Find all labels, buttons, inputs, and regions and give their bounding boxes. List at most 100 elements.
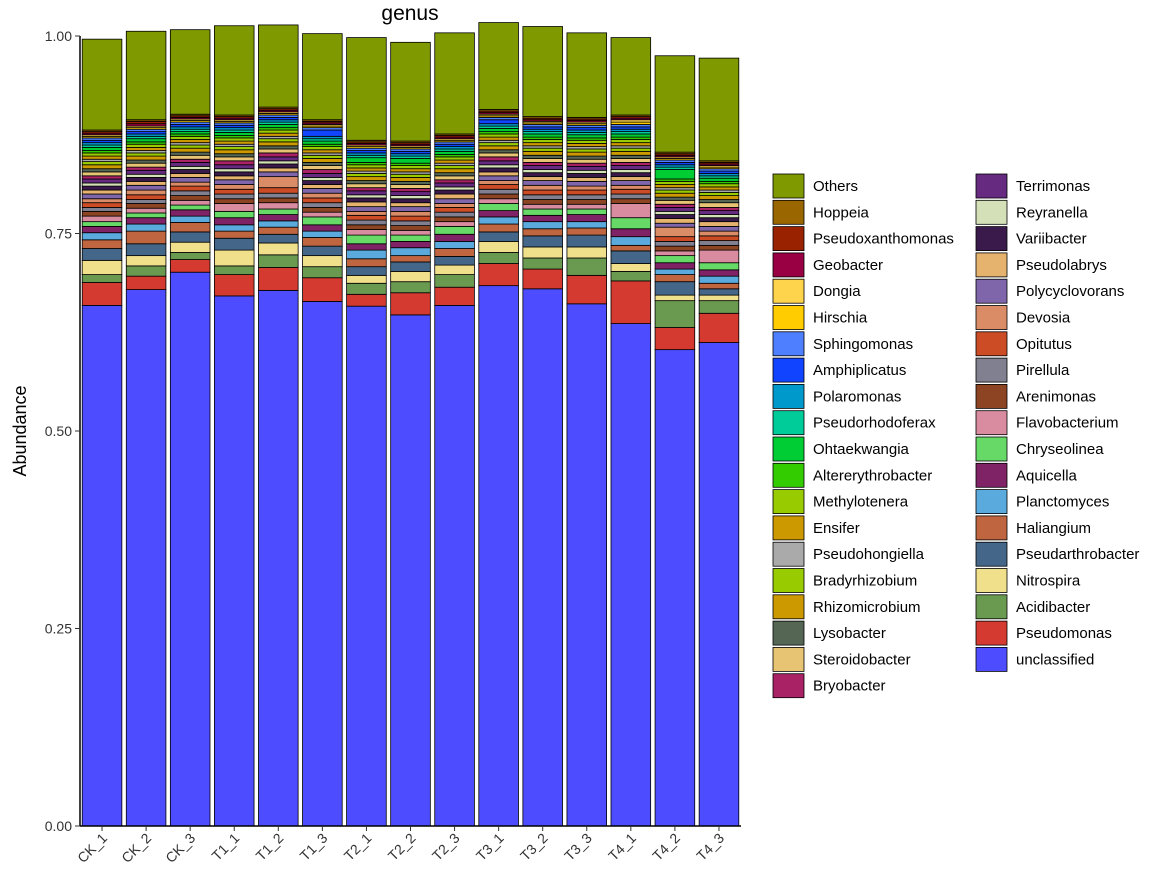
bar-segment-t3-1-aquicella (478, 210, 519, 218)
bar-segment-t4-1-terrimonas (610, 165, 652, 170)
bar-segment-t2-2-acidibacter (390, 281, 431, 294)
legend-swatch-aquicella (975, 462, 1008, 488)
bar-segment-t3-2-planctomyces (522, 221, 563, 230)
bar-segment-t3-1-nitrospira (478, 240, 519, 253)
legend-swatch-polaromonas (772, 383, 805, 409)
bar-segment-ck-2-bryobacter (125, 166, 167, 171)
bar-segment-t4-3-haliangium (698, 282, 740, 290)
bar-segment-t1-2-devosia (258, 176, 299, 189)
bar-segment-ck-2-devosia (125, 189, 167, 196)
bar-segment-t3-3-unclassified (566, 303, 608, 827)
bar-segment-t3-1-opitutus (478, 184, 519, 190)
bar-segment-t1-1-devosia (213, 184, 255, 190)
bar-segment-t1-2-nitrospira (258, 242, 299, 256)
bar-segment-t3-1-others (478, 22, 519, 110)
bar-segment-t4-2-lysobacter (654, 196, 696, 201)
legend-item-polycyclovorans: Polycyclovorans (975, 278, 1124, 304)
bar-segment-t3-2-lysobacter (522, 154, 563, 159)
bar-segment-t2-1-acidibacter (346, 282, 387, 295)
bar-segment-t2-2-haliangium (390, 255, 431, 263)
bar-segment-t4-2-pseudolabrys (654, 218, 696, 224)
bar-segment-t3-2-aquicella (522, 214, 563, 223)
bar-segment-t3-1-terrimonas (478, 160, 519, 166)
bar-segment-ck-2-steroidobacter (125, 162, 167, 168)
legend-label-pseudohongiella: Pseudohongiella (813, 546, 925, 563)
legend: Others Hoppeia Pseudoxanthomonas Geobacter D… (772, 173, 1139, 699)
bar-segment-t1-2-variibacter (258, 163, 299, 169)
bar-segment-ck-2-ohtaekwangia (125, 138, 167, 143)
legend-item-reyranella: Reyranella (975, 199, 1088, 225)
legend-label-pseudomonas: Pseudomonas (1016, 625, 1112, 642)
legend-swatch-terrimonas (975, 173, 1008, 199)
bar-segment-t4-1-ohtaekwangia (610, 133, 652, 138)
bar-segment-t1-1-steroidobacter (213, 156, 255, 162)
bar-segment-ck-1-methylotenera (81, 152, 123, 157)
bar-segment-t4-2-steroidobacter (654, 199, 696, 205)
bar-segment-t3-1-methylotenera (478, 133, 519, 138)
bar-segment-t4-3-variibacter (698, 217, 740, 223)
bar-segment-t3-3-rhizomicrobium (566, 151, 608, 157)
legend-label-steroidobacter: Steroidobacter (813, 651, 911, 668)
bar-segment-t1-3-pirellula (302, 202, 343, 208)
legend-swatch-opitutus (975, 331, 1008, 357)
bar-segment-t1-3-unclassified (302, 301, 343, 827)
bar-stack-t2-3 (434, 32, 475, 827)
bar-segment-t4-3-others (698, 57, 740, 162)
bar-segment-t4-1-nitrospira (610, 263, 652, 272)
bar-segment-t1-1-nitrospira (213, 249, 255, 267)
legend-item-bradyrhizobium: Bradyrhizobium (772, 568, 917, 593)
bar-segment-t4-3-chryseolinea (698, 262, 740, 271)
legend-item-pseudarthrobacter: Pseudarthrobacter (975, 541, 1139, 567)
bar-segment-t1-3-acidibacter (302, 266, 343, 279)
x-tick-label-t1-2: T1_2 (253, 830, 287, 864)
bar-segment-ck-1-ohtaekwangia (81, 146, 123, 151)
bar-segment-t4-3-lysobacter (698, 199, 740, 204)
bar-segment-t3-2-opitutus (522, 189, 563, 196)
bar-segment-t3-3-opitutus (566, 189, 608, 196)
bar-stack-t3-1 (478, 22, 519, 827)
bar-segment-t2-1-unclassified (346, 305, 387, 827)
bar-segment-ck-3-chryseolinea (169, 204, 211, 211)
bar-segment-t1-1-aquicella (213, 217, 255, 226)
bar-segment-t2-3-bradyrhizobium (434, 165, 475, 170)
bar-segment-ck-1-polycyclovorans (81, 193, 123, 200)
legend-item-terrimonas: Terrimonas (975, 173, 1090, 199)
bar-segment-t4-1-others (610, 37, 652, 116)
legend-item-altererythrobacter: Altererythrobacter (772, 462, 932, 488)
bar-segment-t3-3-acidibacter (566, 257, 608, 276)
bar-segment-t4-3-ensifer (698, 186, 740, 191)
bar-segment-t4-3-polycyclovorans (698, 225, 740, 232)
legend-label-others: Others (813, 178, 858, 195)
bar-segment-t2-3-steroidobacter (434, 175, 475, 181)
legend-item-ohtaekwangia: Ohtaekwangia (772, 436, 910, 462)
bar-segment-ck-1-terrimonas (81, 178, 123, 184)
bar-segment-t4-2-pirellula (654, 240, 696, 247)
bar-segment-t4-2-bryobacter (654, 203, 696, 208)
bar-segment-t1-2-haliangium (258, 226, 299, 235)
bar-stack-ck-2 (125, 30, 167, 827)
bar-segment-t2-3-polycyclovorans (434, 198, 475, 204)
bar-segment-t2-3-flavobacterium (434, 221, 475, 227)
bar-segment-t1-2-rhizomicrobium (258, 141, 299, 147)
bar-segment-t1-3-bradyrhizobium (302, 154, 343, 159)
bar-segment-t4-2-polycyclovorans (654, 222, 696, 228)
bar-segment-t1-3-bryobacter (302, 169, 343, 174)
bar-segment-t2-2-steroidobacter (390, 184, 431, 189)
legend-label-pirellula: Pirellula (1016, 362, 1070, 379)
bar-segment-t3-3-bradyrhizobium (566, 148, 608, 153)
bar-segment-t1-3-pseudomonas (302, 277, 343, 302)
bar-segment-t1-1-lysobacter (213, 153, 255, 158)
legend-item-sphingomonas: Sphingomonas (772, 331, 913, 357)
bar-segment-t1-2-ensifer (258, 132, 299, 137)
bar-segment-t2-1-steroidobacter (346, 183, 387, 189)
legend-swatch-bradyrhizobium (772, 568, 805, 593)
bar-segment-t2-2-pseudarthrobacter (390, 261, 431, 272)
bar-segment-t3-1-pseudomonas (478, 263, 519, 287)
bar-segment-t2-2-lysobacter (390, 180, 431, 185)
bar-segment-t2-3-variibacter (434, 189, 475, 195)
legend-swatch-steroidobacter (772, 647, 805, 672)
bar-segment-t2-3-chryseolinea (434, 225, 475, 235)
bar-segment-t4-3-planctomyces (698, 275, 740, 284)
bar-segment-t2-2-others (390, 41, 431, 142)
bar-segment-t2-1-pirellula (346, 219, 387, 226)
